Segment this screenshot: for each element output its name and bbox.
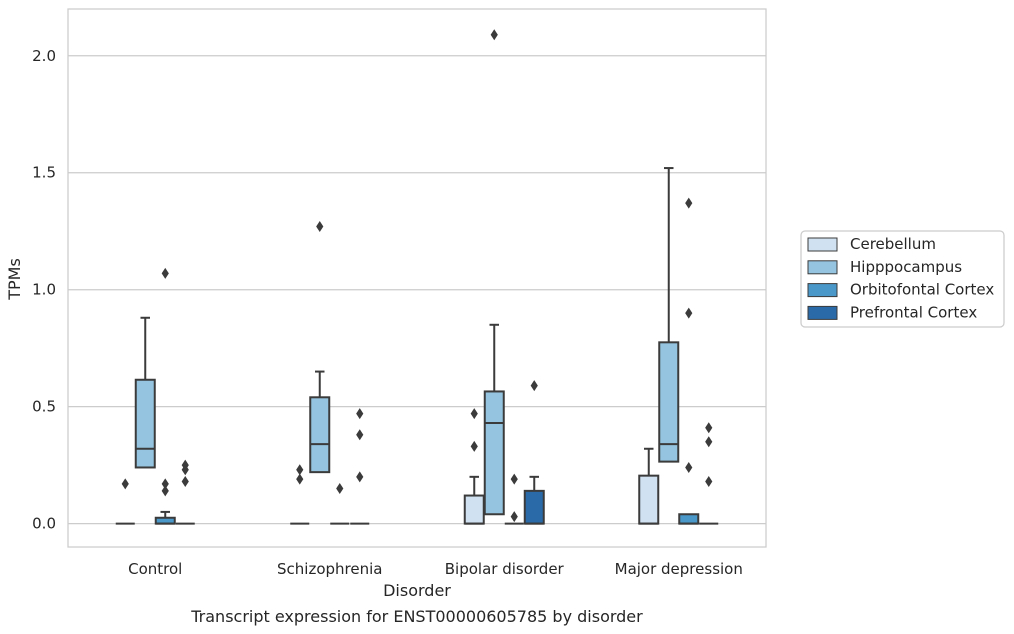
box-iqr [463,494,485,525]
box-prefrontal-cortex [523,380,545,525]
outlier-point [510,473,518,485]
legend-label: Prefrontal Cortex [850,303,977,321]
box-orbitofontal-cortex [678,197,700,525]
outlier-point [336,483,344,495]
legend-frame [800,230,1005,328]
legend-swatch [807,237,838,252]
legend-label: Orbitofontal Cortex [850,281,994,299]
y-axis-tick-labels: 0.0 0.5 1.0 1.5 2.0 [32,47,56,533]
outlier-point [296,464,304,476]
legend-swatch [807,305,838,320]
x-axis-title: Disorder [383,581,451,600]
outlier-point [181,476,189,488]
y-tick-label: 1.0 [32,281,56,299]
box-iqr [678,513,700,525]
outlier-point [705,476,713,488]
outlier-point [161,485,169,497]
outlier-point [510,511,518,523]
outlier-point [685,461,693,473]
y-tick-label: 0.5 [32,398,56,416]
box-marks [115,29,719,525]
outlier-point [470,408,478,420]
box-hipppocampus [134,316,156,469]
outlier-point [316,221,324,233]
x-axis-tick-labels: Control Schizophrenia Bipolar disorder Majo… [128,560,743,578]
outlier-point [685,307,693,319]
y-tick-label: 0.0 [32,515,56,533]
box-prefrontal-cortex [350,408,370,525]
box-prefrontal-cortex [175,459,195,525]
outlier-point [296,473,304,485]
box-hipppocampus [483,29,505,516]
y-tick-label: 1.5 [32,164,56,182]
box-orbitofontal-cortex [330,483,350,525]
outlier-point [121,478,129,490]
box-cerebellum [290,464,310,525]
outlier-point [470,440,478,452]
box-orbitofontal-cortex [504,473,524,525]
outlier-point [705,436,713,448]
box-hipppocampus [309,221,331,474]
outlier-point [530,380,538,392]
outlier-point [705,422,713,434]
box-cerebellum [463,408,485,525]
legend-swatch [807,260,838,275]
legend-label: Cerebellum [850,235,936,253]
figure-caption: Transcript expression for ENST0000060578… [190,607,643,626]
outlier-point [181,464,189,476]
outlier-point [356,408,364,420]
legend-swatch [807,283,838,298]
box-prefrontal-cortex [699,422,719,525]
x-tick-label: Major depression [615,560,743,578]
box-iqr [658,341,680,463]
y-tick-label: 2.0 [32,47,56,65]
box-cerebellum [115,478,135,525]
outlier-point [161,478,169,490]
box-orbitofontal-cortex [154,267,176,525]
box-iqr [638,474,660,525]
x-tick-label: Schizophrenia [277,560,382,578]
legend-label: Hipppocampus [850,258,962,276]
box-iqr [309,396,331,474]
y-axis-title: TPMs [5,258,24,301]
box-iqr [523,489,545,525]
outlier-point [356,429,364,441]
legend: Cerebellum Hipppocampus Orbitofontal Corte… [800,230,1005,328]
box-cerebellum [638,447,660,525]
box-iqr [134,378,156,469]
outlier-point [356,471,364,483]
outlier-point [490,29,498,41]
plot-area-frame [67,8,767,548]
box-hipppocampus [658,167,680,463]
outlier-point [161,267,169,279]
x-tick-label: Bipolar disorder [445,560,565,578]
box-iqr [483,390,505,516]
outlier-point [685,197,693,209]
x-tick-label: Control [128,560,182,578]
